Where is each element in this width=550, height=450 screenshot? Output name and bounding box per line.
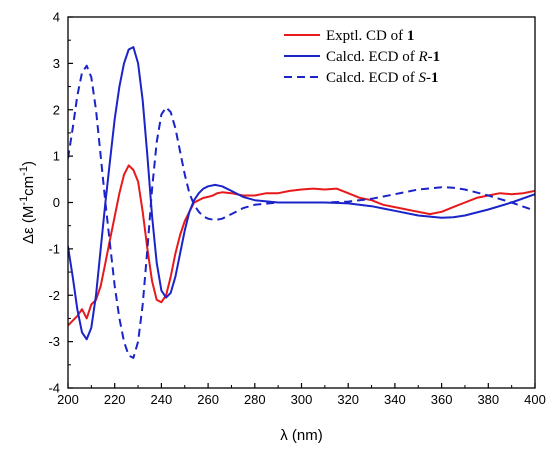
series-line-1 xyxy=(68,46,535,341)
axes-layer: 200 220 240 260 280 300 320 340 360 380 400-4-3-2-… xyxy=(18,10,546,445)
legend-label-2: Calcd. ECD of S-1 xyxy=(326,70,438,86)
series-line-2 xyxy=(68,64,535,359)
x-tick-label: 200 xyxy=(57,392,79,407)
x-tick-label: 380 xyxy=(477,392,499,407)
series-line-0 xyxy=(68,164,535,327)
y-tick-label: -4 xyxy=(48,381,60,396)
curves-layer xyxy=(68,46,535,359)
legend-label-part: - xyxy=(426,70,431,86)
x-tick-label: 360 xyxy=(431,392,453,407)
legend-label-0: Exptl. CD of 1 xyxy=(326,28,414,44)
legend-label-part: 1 xyxy=(433,49,441,65)
x-tick-label: 320 xyxy=(337,392,359,407)
legend-label-part: Calcd. ECD of xyxy=(326,49,418,65)
legend-label-part: 1 xyxy=(407,28,415,44)
y-axis-title-part: ) xyxy=(20,161,37,166)
y-tick-label: 0 xyxy=(53,195,60,210)
x-axis-title: λ (nm) xyxy=(280,427,323,444)
y-axis-title: Δε (M-1cm-1) xyxy=(18,161,37,244)
y-tick-label: 2 xyxy=(53,102,60,117)
legend-label-part: 1 xyxy=(431,70,439,86)
x-tick-label: 280 xyxy=(244,392,266,407)
y-tick-label: -1 xyxy=(48,241,60,256)
legend-label-part: S xyxy=(418,70,426,86)
x-tick-label: 400 xyxy=(524,392,546,407)
y-tick-label: 4 xyxy=(53,10,60,25)
legend-label-part: R xyxy=(417,49,427,65)
y-tick-label: 3 xyxy=(53,56,60,71)
legend-label-part: Exptl. CD of xyxy=(326,28,407,44)
y-axis-title-superscript: -1 xyxy=(18,166,30,176)
y-axis-title-part: cm xyxy=(20,176,37,196)
x-tick-label: 260 xyxy=(197,392,219,407)
x-tick-label: 340 xyxy=(384,392,406,407)
y-axis-title-superscript: -1 xyxy=(18,196,30,206)
y-tick-label: -2 xyxy=(48,288,60,303)
x-tick-label: 240 xyxy=(151,392,173,407)
legend-label-part: - xyxy=(428,49,433,65)
y-axis-title-part: Δε (M xyxy=(20,206,37,244)
x-tick-label: 220 xyxy=(104,392,126,407)
y-tick-label: 1 xyxy=(53,149,60,164)
x-tick-label: 300 xyxy=(291,392,313,407)
legend-label-1: Calcd. ECD of R-1 xyxy=(326,49,440,65)
y-tick-label: -3 xyxy=(48,334,60,349)
legend-label-part: Calcd. ECD of xyxy=(326,70,418,86)
